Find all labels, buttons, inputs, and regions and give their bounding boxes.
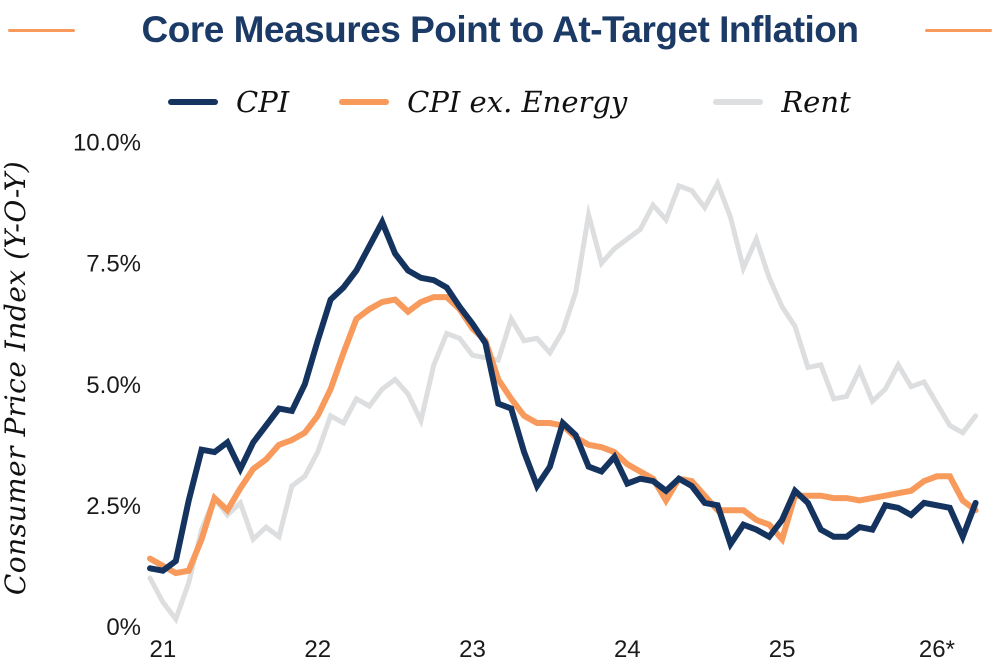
y-tick-label: 0% xyxy=(106,614,141,641)
accent-rule-right xyxy=(925,28,992,32)
y-axis-title: Consumer Price Index (Y-O-Y) xyxy=(0,161,32,595)
y-tick-label: 7.5% xyxy=(86,251,141,278)
legend-label-cpi-ex-energy: CPI ex. Energy xyxy=(407,85,628,119)
accent-rule-left xyxy=(8,28,75,32)
x-tick-label: 22 xyxy=(304,636,331,663)
legend-label-rent: Rent xyxy=(781,85,851,119)
legend-swatch-rent xyxy=(713,99,764,105)
legend-swatch-cpi-ex-energy xyxy=(339,99,390,105)
y-tick-label: 10.0% xyxy=(73,130,141,157)
x-tick-label: 23 xyxy=(459,636,486,663)
page-title: Core Measures Point to At-Target Inflati… xyxy=(141,9,860,50)
legend-swatch-cpi xyxy=(168,99,218,105)
legend-label-cpi: CPI xyxy=(236,85,290,119)
legend-item-rent: Rent xyxy=(713,85,851,119)
series-line-cpi xyxy=(147,215,979,574)
x-tick-label: 21 xyxy=(150,636,177,663)
legend-item-cpi-ex-energy: CPI ex. Energy xyxy=(339,86,627,118)
y-tick-label: 5.0% xyxy=(86,372,141,399)
title-bar: Core Measures Point to At-Target Inflati… xyxy=(0,8,1000,52)
x-tick-label: 26* xyxy=(919,636,955,663)
series-line-rent xyxy=(147,177,979,625)
chart-legend: CPI CPI ex. Energy Rent xyxy=(168,86,851,118)
x-tick-label: 25 xyxy=(769,636,796,663)
x-tick-label: 24 xyxy=(614,636,641,663)
legend-item-cpi: CPI xyxy=(168,86,289,118)
y-tick-label: 2.5% xyxy=(86,493,141,520)
